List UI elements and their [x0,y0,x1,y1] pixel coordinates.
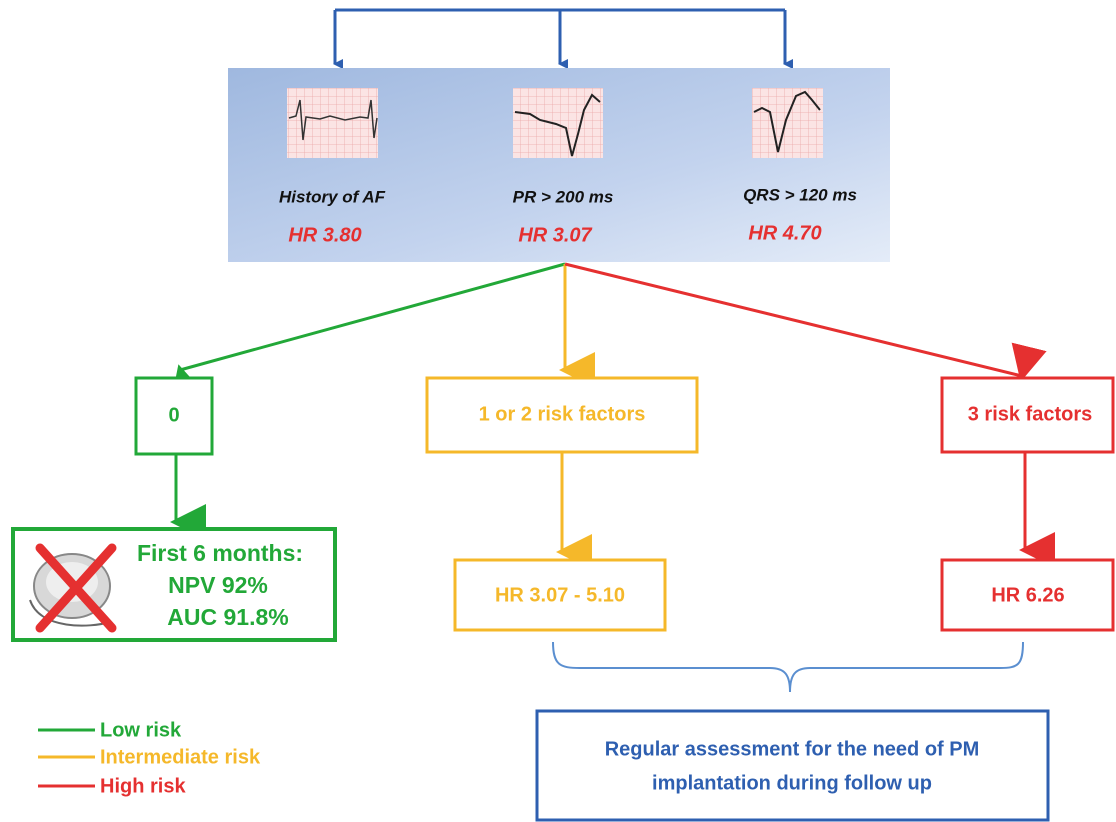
recommendation-line: Regular assessment for the need of PM [605,738,980,760]
outcome-low-line: NPV 92% [168,572,268,598]
outcome-box-high [940,558,1115,632]
legend-label: Intermediate risk [100,746,261,768]
outcome-low-line: AUC 91.8% [167,604,288,630]
legend: Low risk Intermediate risk High risk [38,719,261,797]
ecg-pr [513,88,603,158]
legend-label: High risk [100,775,186,797]
group-box-intermediate [425,376,699,454]
recommendation-box [535,709,1050,822]
outcome-intermediate: HR 3.07 - 5.10 [495,584,625,606]
ecg-qrs [752,88,823,158]
factor-hr: HR 4.70 [748,222,821,244]
factor-hr: HR 3.07 [518,224,592,246]
factor-label: PR > 200 ms [513,187,614,206]
pacemaker-icon [29,543,117,633]
branch-high [564,262,1047,382]
brace [552,641,1024,693]
factor-label: QRS > 120 ms [743,185,857,204]
outcome-high: HR 6.26 [991,584,1064,606]
legend-label: Low risk [100,719,182,741]
group-box-high [940,376,1115,454]
group-label: 3 risk factors [968,403,1093,425]
branch-low [170,262,566,404]
outcome-box-intermediate [453,558,667,632]
top-bracket [333,8,793,69]
ecg-af [287,88,378,158]
group-label: 1 or 2 risk factors [479,403,646,425]
factor-hr: HR 3.80 [288,224,361,246]
group-box-low [134,376,214,456]
outcome-low-line: First 6 months: [137,540,303,566]
factor-label: History of AF [279,187,386,206]
recommendation-line: implantation during follow up [652,772,932,794]
group-label: 0 [168,404,179,426]
